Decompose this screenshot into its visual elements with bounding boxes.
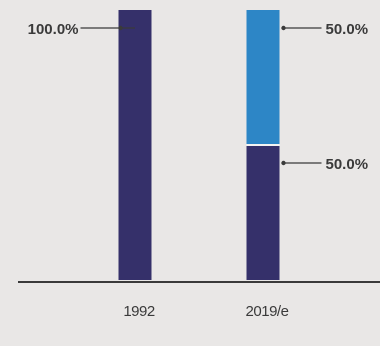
x-tick-label: 1992: [123, 303, 155, 320]
leader-dot: [118, 25, 123, 31]
data-label: 50.0%: [326, 21, 369, 38]
leader-dot: [281, 160, 286, 166]
leader-dot: [281, 25, 286, 31]
bar-2019e-segment-1: [246, 10, 280, 145]
data-label: 50.0%: [326, 156, 369, 173]
data-label: 100.0%: [28, 21, 79, 38]
bar-1992-segment-0: [118, 10, 152, 280]
bar-2019e-segment-0: [246, 145, 280, 280]
x-tick-label: 2019/e: [246, 303, 289, 320]
